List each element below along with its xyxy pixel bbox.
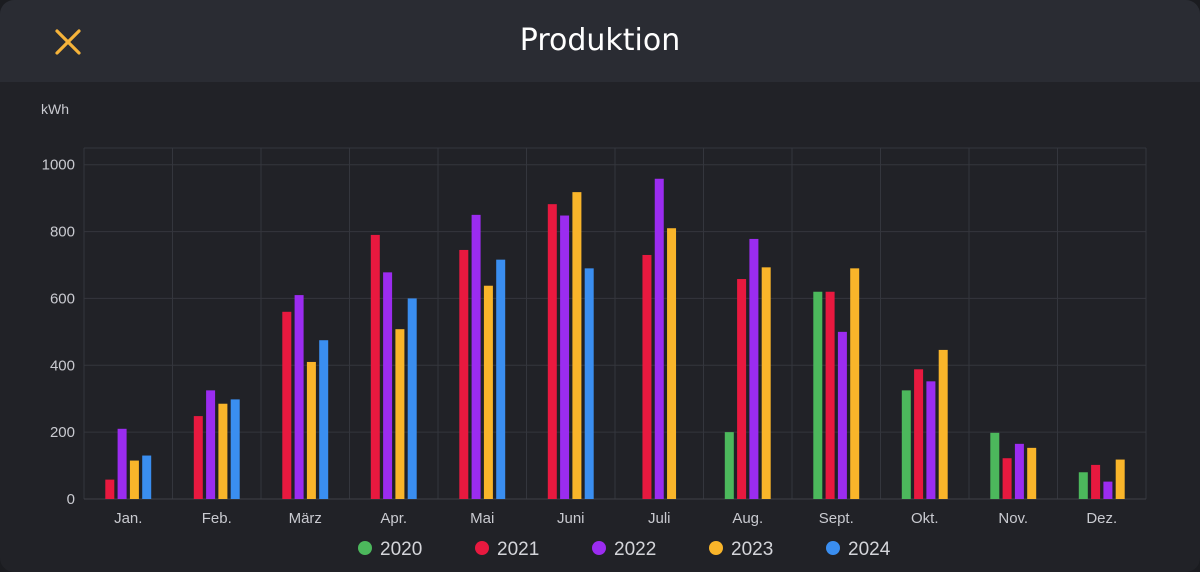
bar-2021-3	[282, 311, 292, 499]
bar-2024-4	[407, 298, 417, 499]
y-tick-label: 1000	[42, 157, 75, 174]
bar-2022-5	[471, 214, 481, 499]
bar-2022-6	[560, 215, 570, 500]
legend-label-2020: 2020	[380, 539, 422, 560]
bar-2022-10	[926, 381, 936, 499]
page-title: Produktion	[519, 23, 681, 58]
x-tick-label: Nov.	[998, 510, 1028, 527]
production-bar-chart: kWh 0 200 400 600 800 1000 Jan. Feb. März Apr. Mai J…	[41, 101, 1147, 560]
bar-2022-9	[837, 331, 847, 499]
bar-2022-4	[383, 272, 393, 499]
app-header: Produktion	[0, 0, 1200, 82]
x-tick-label: Feb.	[202, 510, 232, 527]
bar-2021-1	[105, 479, 115, 499]
legend-marker-2022	[592, 541, 606, 555]
bar-2022-12	[1103, 481, 1113, 499]
bar-2024-2	[230, 399, 240, 499]
bar-2021-4	[370, 234, 380, 499]
bar-2023-11	[1027, 447, 1037, 499]
bar-2022-2	[206, 390, 216, 499]
y-tick-label: 800	[50, 224, 75, 241]
legend-marker-2021	[475, 541, 489, 555]
bar-2021-7	[642, 254, 652, 499]
bar-2023-2	[218, 403, 228, 499]
x-tick-label: Dez.	[1086, 510, 1117, 527]
chart-area: kWh 0 200 400 600 800 1000 Jan. Feb. März Apr. Mai J…	[0, 82, 1200, 572]
bar-2021-12	[1091, 464, 1101, 499]
bar-2023-9	[850, 268, 860, 499]
close-button[interactable]	[48, 22, 88, 62]
y-axis-label: kWh	[41, 101, 69, 117]
bar-2023-4	[395, 329, 405, 499]
bar-2020-11	[990, 432, 1000, 499]
x-tick-label: Okt.	[911, 510, 939, 527]
x-tick-label: Aug.	[732, 510, 763, 527]
bar-2023-1	[129, 460, 139, 499]
bar-2023-5	[483, 285, 493, 499]
y-tick-label: 200	[50, 424, 75, 441]
legend-label-2024: 2024	[848, 539, 891, 560]
bar-2023-10	[938, 349, 948, 499]
bar-2021-6	[547, 204, 557, 499]
y-tick-label: 400	[50, 357, 75, 374]
bar-2021-10	[914, 369, 924, 499]
close-icon	[55, 29, 81, 55]
bar-2020-12	[1078, 472, 1088, 499]
bar-2024-1	[142, 455, 152, 499]
legend-marker-2023	[709, 541, 723, 555]
bar-2022-3	[294, 295, 304, 499]
bar-2021-8	[737, 279, 747, 499]
bar-2024-6	[584, 268, 594, 499]
bar-2021-11	[1002, 458, 1012, 499]
x-tick-label: Apr.	[380, 510, 407, 527]
bar-2023-12	[1115, 459, 1125, 499]
x-tick-label: Jan.	[114, 510, 142, 527]
bar-2023-7	[667, 228, 677, 499]
bar-2021-5	[459, 249, 469, 499]
x-tick-label: Juni	[557, 510, 585, 527]
legend-label-2021: 2021	[497, 539, 539, 560]
bar-2024-3	[319, 340, 329, 499]
bar-2022-1	[117, 428, 127, 499]
legend-marker-2024	[826, 541, 840, 555]
y-tick-label: 600	[50, 290, 75, 307]
bar-2023-8	[761, 267, 771, 499]
bar-2020-10	[901, 390, 911, 499]
bar-2021-9	[825, 291, 835, 499]
x-tick-label: Juli	[648, 510, 671, 527]
bar-2020-9	[813, 291, 823, 499]
x-tick-label: Mai	[470, 510, 494, 527]
legend-label-2023: 2023	[731, 539, 773, 560]
bar-2022-8	[749, 238, 759, 499]
legend-marker-2020	[358, 541, 372, 555]
bar-2024-5	[496, 259, 506, 499]
bar-2022-7	[654, 178, 664, 500]
y-tick-label: 0	[67, 491, 75, 508]
x-tick-label: Sept.	[819, 510, 854, 527]
bar-2023-6	[572, 192, 582, 499]
x-tick-label: März	[289, 510, 322, 527]
legend-label-2022: 2022	[614, 539, 656, 560]
bar-2021-2	[193, 416, 203, 499]
bar-2022-11	[1014, 443, 1024, 499]
bar-2023-3	[306, 361, 316, 499]
bar-2020-8	[724, 432, 734, 499]
